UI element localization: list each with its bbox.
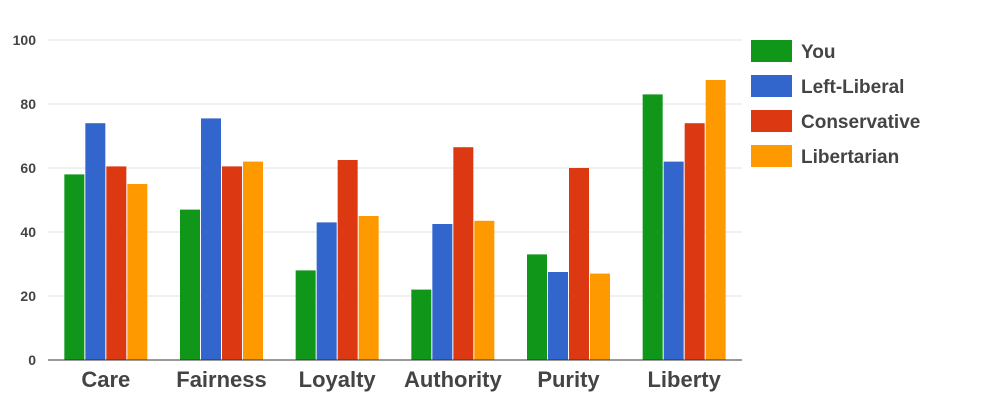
bar xyxy=(85,123,106,360)
bar xyxy=(337,160,358,360)
bar xyxy=(474,220,495,360)
legend-swatch xyxy=(751,110,792,132)
legend-label: Libertarian xyxy=(801,147,899,168)
y-axis-tick-labels: 0 20 40 60 80 100 xyxy=(13,32,37,368)
legend-swatch xyxy=(751,75,792,97)
x-category-label: Fairness xyxy=(176,367,267,392)
y-tick-label: 100 xyxy=(13,32,37,48)
y-tick-label: 20 xyxy=(20,288,36,304)
bar xyxy=(569,168,589,360)
bar xyxy=(684,123,705,360)
bar xyxy=(127,184,148,360)
x-category-label: Authority xyxy=(404,367,503,392)
bar xyxy=(663,161,684,360)
x-axis-category-labels: Care Fairness Loyalty Authority Purity Libert… xyxy=(81,367,721,392)
x-category-label: Liberty xyxy=(647,367,721,392)
bar xyxy=(432,224,453,360)
y-tick-label: 60 xyxy=(20,160,36,176)
legend-swatch xyxy=(751,40,792,62)
x-category-label: Care xyxy=(81,367,130,392)
x-category-label: Purity xyxy=(537,367,600,392)
y-tick-label: 80 xyxy=(20,96,36,112)
bar xyxy=(548,272,568,360)
bar xyxy=(201,118,221,361)
legend-label: Conservative xyxy=(801,112,920,133)
bar xyxy=(295,270,316,360)
bar xyxy=(642,94,663,361)
bar xyxy=(222,166,242,360)
y-tick-label: 40 xyxy=(20,224,36,240)
bar xyxy=(316,222,337,360)
bar xyxy=(180,209,200,360)
bar xyxy=(453,147,474,360)
legend-swatch xyxy=(751,145,792,167)
legend: You Left-Liberal Conservative Libertarian xyxy=(751,40,920,168)
bar xyxy=(106,166,127,360)
bar xyxy=(590,273,610,360)
x-category-label: Loyalty xyxy=(299,367,377,392)
bar xyxy=(64,174,85,360)
gridlines xyxy=(48,39,742,297)
y-tick-label: 0 xyxy=(28,352,36,368)
bar xyxy=(527,254,547,360)
legend-label: You xyxy=(801,42,835,63)
bar xyxy=(358,216,379,360)
bar xyxy=(705,80,726,360)
bars xyxy=(64,80,726,361)
bar xyxy=(411,289,432,360)
bar xyxy=(243,161,263,360)
legend-label: Left-Liberal xyxy=(801,77,904,98)
